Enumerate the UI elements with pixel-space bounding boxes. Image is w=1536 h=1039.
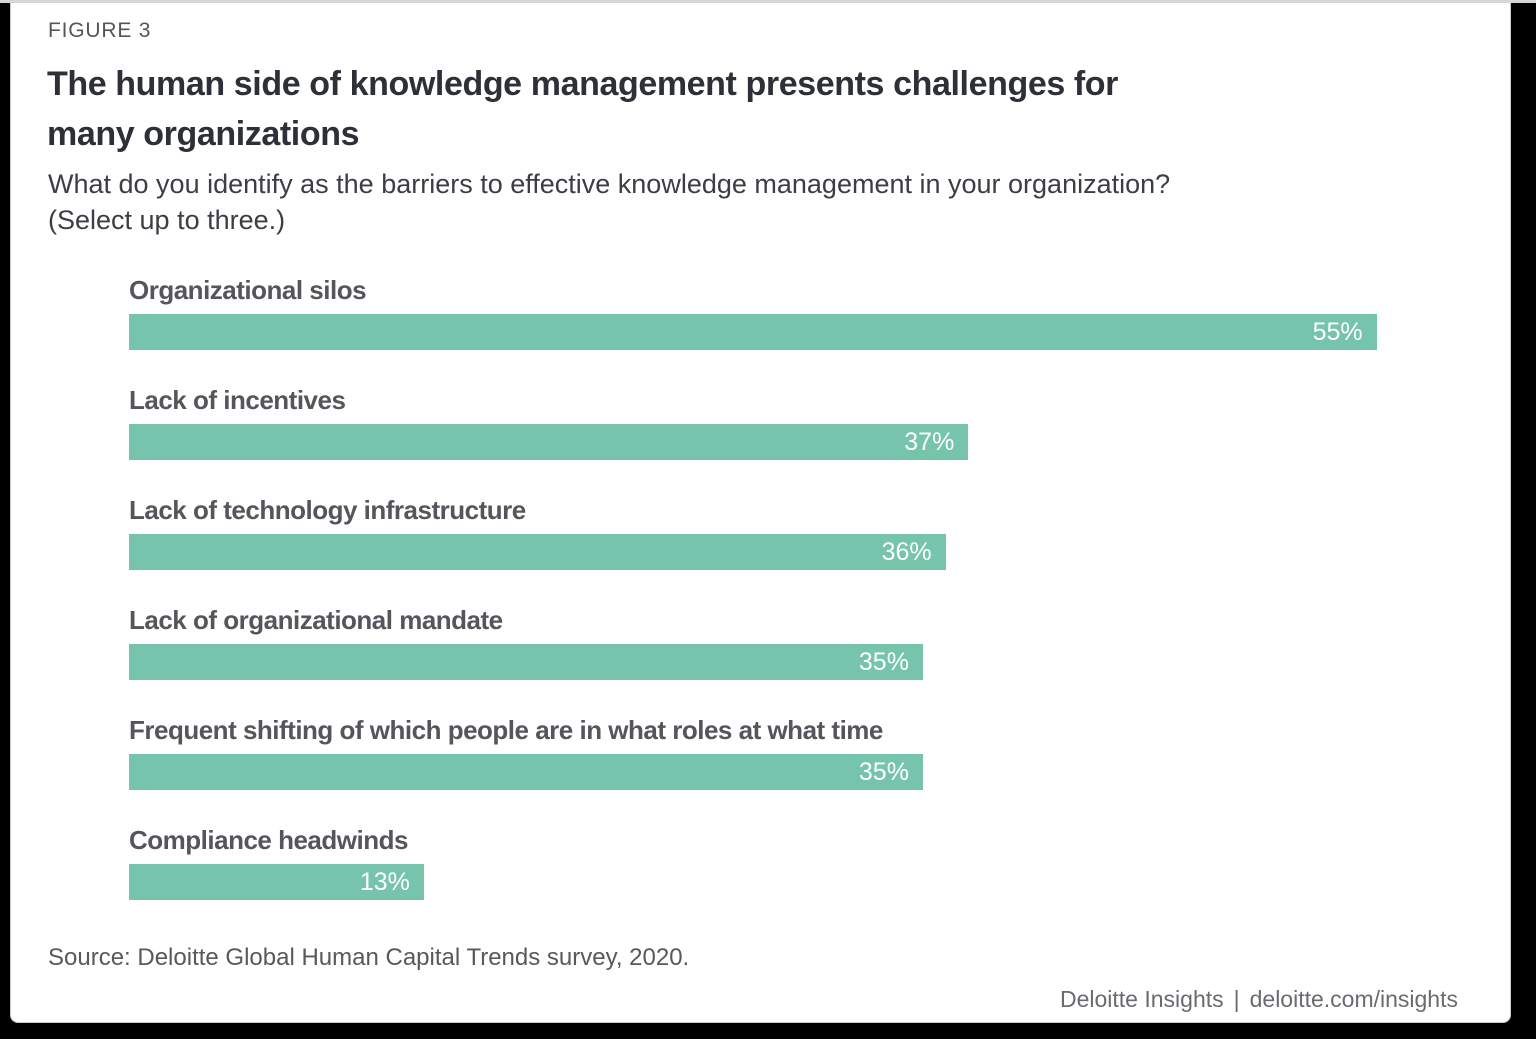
- bar-value-label: 37%: [904, 428, 955, 456]
- figure-page: FIGURE 3 The human side of knowledge man…: [10, 2, 1511, 1023]
- bar-value-label: 35%: [858, 758, 909, 786]
- footer-separator: |: [1233, 986, 1240, 1012]
- bar-chart: Organizational silos 55% Lack of incenti…: [129, 274, 1422, 934]
- bar-row: Lack of organizational mandate 35%: [129, 604, 1422, 680]
- bar-row: Organizational silos 55%: [129, 274, 1422, 350]
- deloitte-insights-footer: Deloitte Insights | deloitte.com/insights: [1060, 986, 1458, 1013]
- bar: 35%: [129, 754, 923, 790]
- bar: 13%: [129, 864, 424, 900]
- chart-title-line1: The human side of knowledge management p…: [47, 65, 1119, 103]
- bar-category-label: Organizational silos: [129, 275, 367, 305]
- bar-value-label: 55%: [1312, 318, 1363, 346]
- chart-subtitle-line1: What do you identify as the barriers to …: [48, 169, 1171, 199]
- bar: 35%: [129, 644, 923, 680]
- bar-row: Compliance headwinds 13%: [129, 824, 1422, 900]
- bar-row: Frequent shifting of which people are in…: [129, 714, 1422, 790]
- bar-value-label: 35%: [858, 648, 909, 676]
- chart-title-line2: many organizations: [47, 115, 360, 153]
- bar: 36%: [129, 534, 946, 570]
- bar-category-label: Lack of incentives: [129, 385, 346, 415]
- source-note: Source: Deloitte Global Human Capital Tr…: [48, 944, 690, 971]
- chart-title: The human side of knowledge management p…: [47, 59, 1118, 159]
- bar-category-label: Lack of technology infrastructure: [129, 495, 526, 525]
- bar: 55%: [129, 314, 1377, 350]
- figure-number-label: FIGURE 3: [48, 19, 152, 42]
- bar-value-label: 36%: [881, 538, 932, 566]
- bar-row: Lack of incentives 37%: [129, 384, 1422, 460]
- bar-category-label: Frequent shifting of which people are in…: [129, 715, 883, 745]
- deloitte-insights-link[interactable]: deloitte.com/insights: [1249, 986, 1458, 1012]
- chart-subtitle-line2: (Select up to three.): [48, 205, 286, 235]
- bar-category-label: Compliance headwinds: [129, 825, 408, 855]
- bar-row: Lack of technology infrastructure 36%: [129, 494, 1422, 570]
- chart-subtitle: What do you identify as the barriers to …: [48, 166, 1170, 238]
- deloitte-insights-brand: Deloitte Insights: [1059, 986, 1224, 1012]
- window-top-edge: [0, 0, 1536, 3]
- bar-value-label: 13%: [359, 868, 410, 896]
- bar-category-label: Lack of organizational mandate: [129, 605, 503, 635]
- bar: 37%: [129, 424, 969, 460]
